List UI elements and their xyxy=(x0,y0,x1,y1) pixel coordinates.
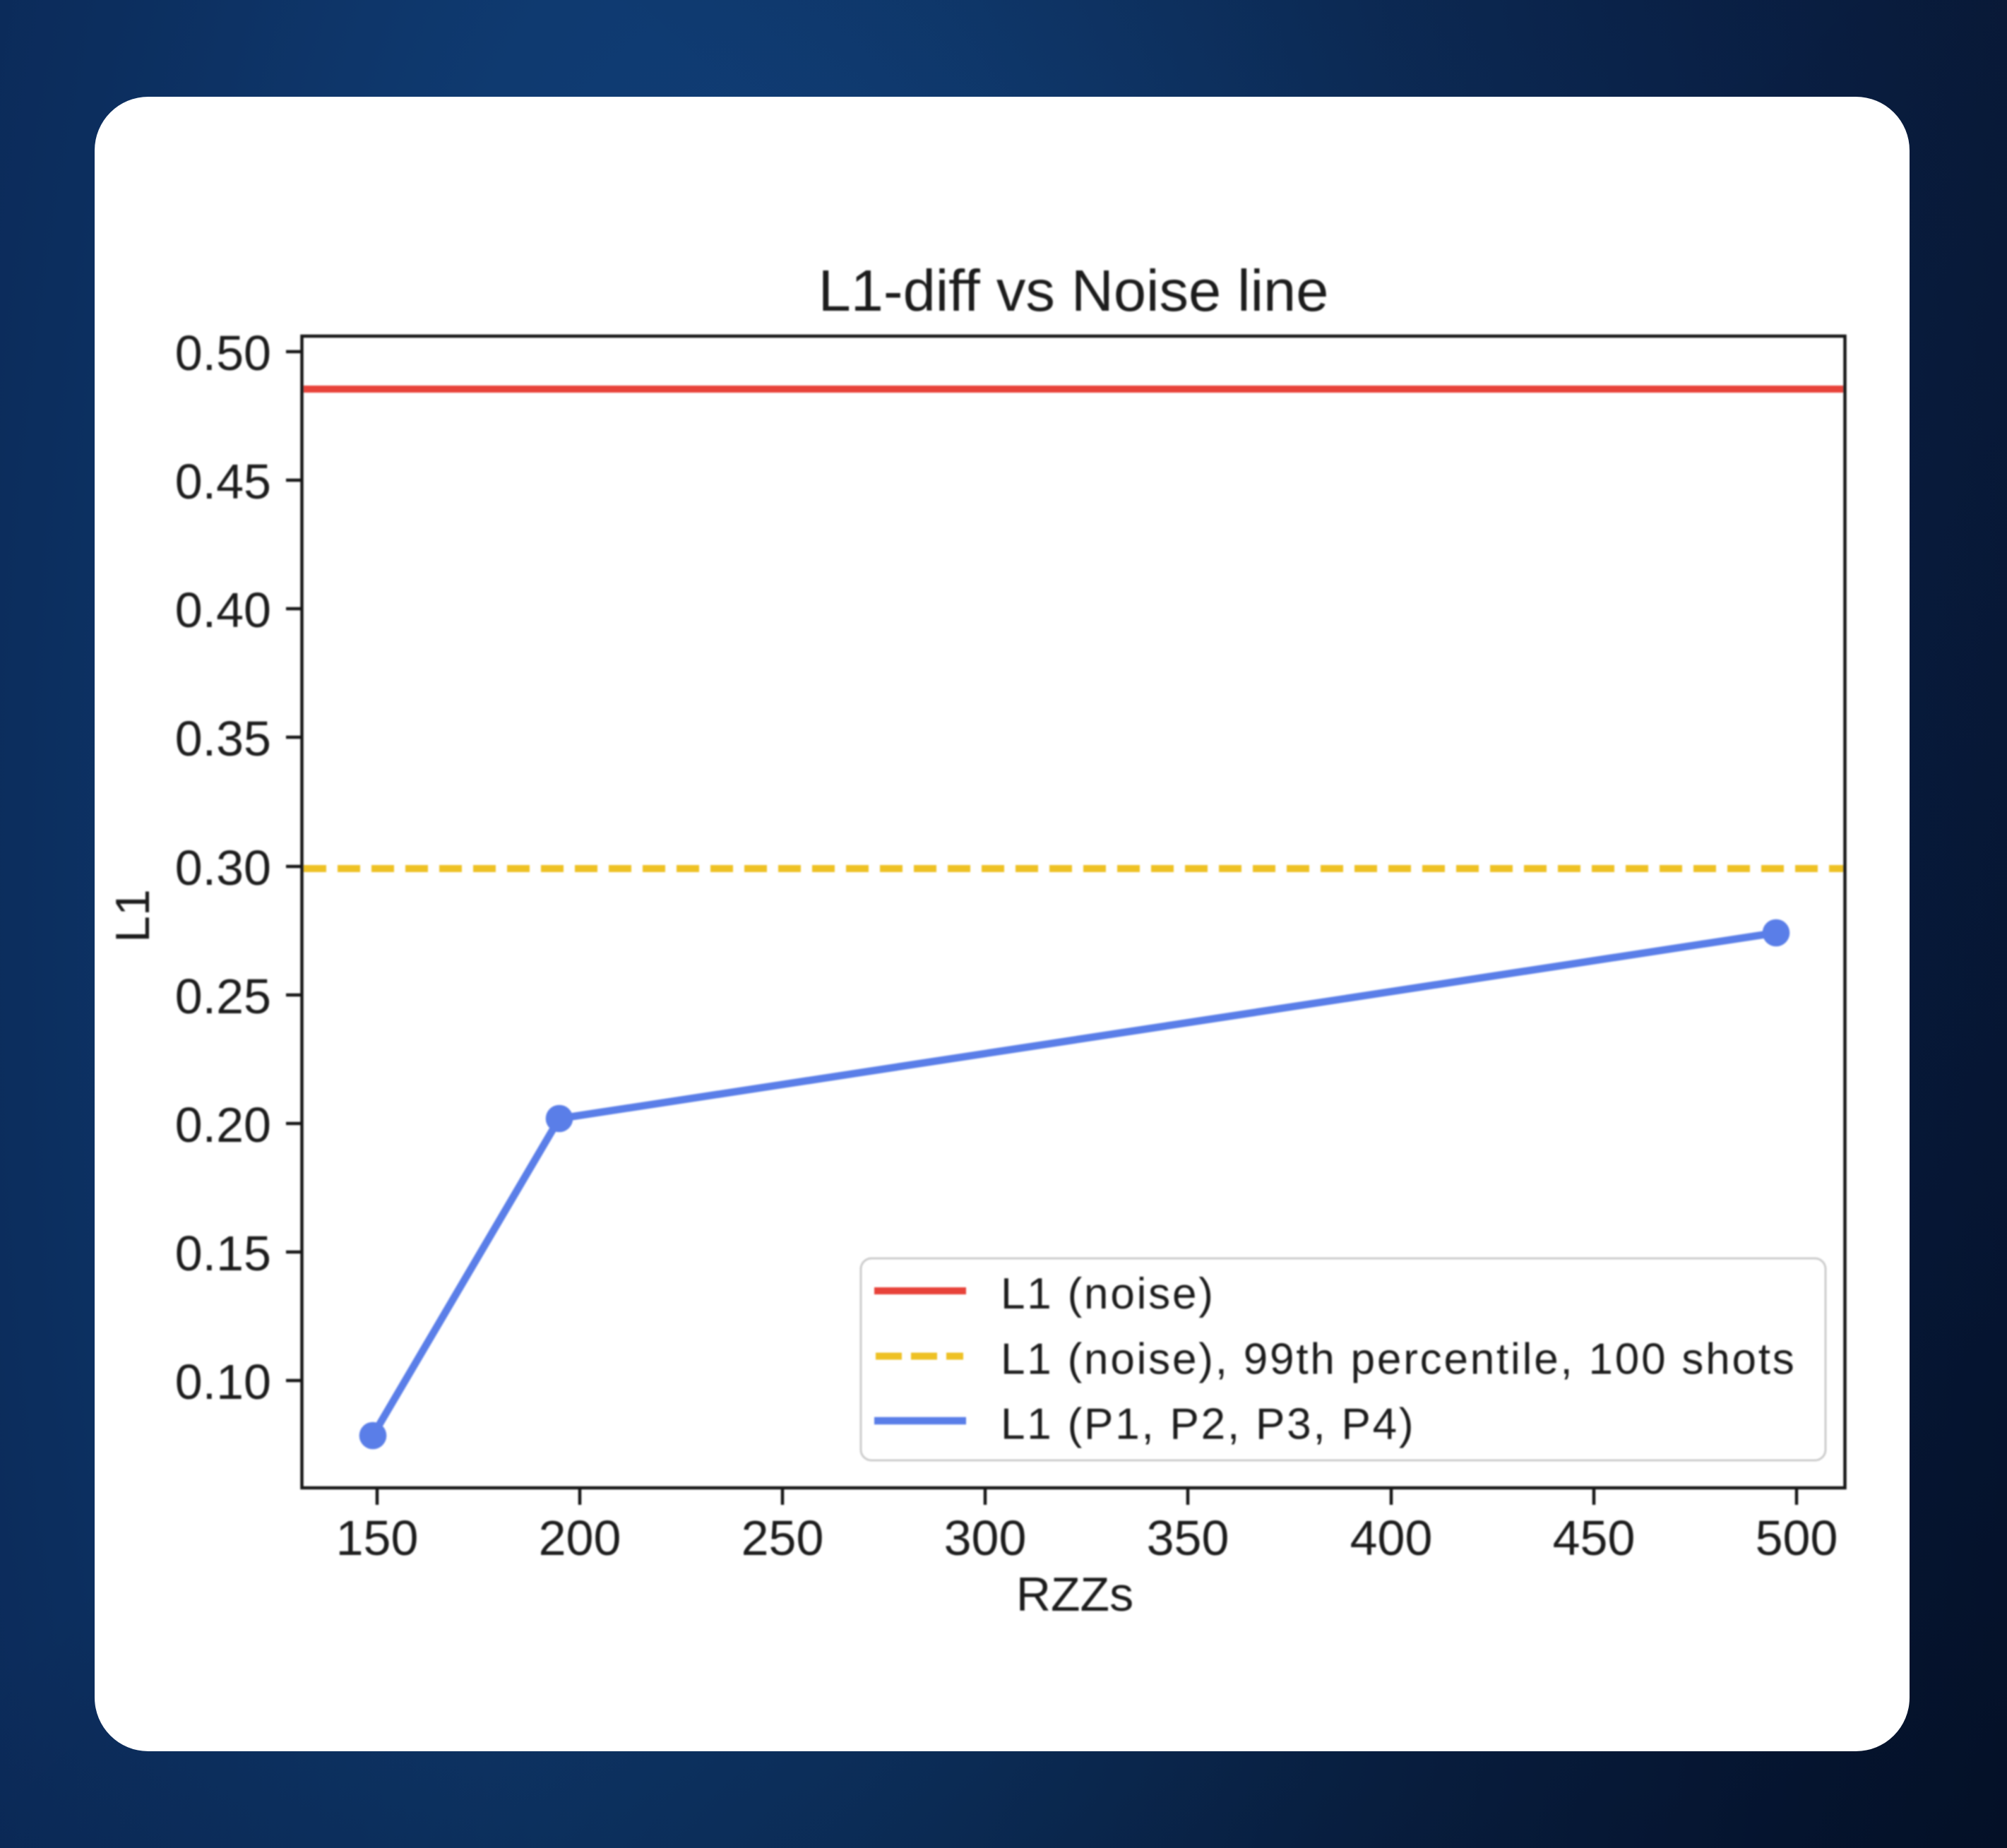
svg-text:200: 200 xyxy=(539,1510,621,1566)
svg-text:0.10: 0.10 xyxy=(175,1354,271,1409)
svg-text:RZZs: RZZs xyxy=(1016,1568,1133,1621)
svg-text:0.35: 0.35 xyxy=(175,711,271,766)
svg-text:L1 (noise), 99th percentile, 1: L1 (noise), 99th percentile, 100 shots xyxy=(1001,1335,1797,1384)
svg-text:0.15: 0.15 xyxy=(175,1226,271,1281)
svg-text:350: 350 xyxy=(1147,1510,1229,1566)
svg-text:0.40: 0.40 xyxy=(175,583,271,638)
svg-text:0.45: 0.45 xyxy=(175,454,271,509)
svg-text:L1-diff vs Noise line: L1-diff vs Noise line xyxy=(818,258,1329,323)
svg-text:L1: L1 xyxy=(106,889,160,943)
svg-text:0.25: 0.25 xyxy=(175,969,271,1024)
svg-text:150: 150 xyxy=(336,1510,419,1566)
svg-text:0.20: 0.20 xyxy=(175,1097,271,1152)
svg-text:500: 500 xyxy=(1756,1510,1838,1566)
svg-text:0.50: 0.50 xyxy=(175,326,271,381)
svg-text:450: 450 xyxy=(1553,1510,1636,1566)
svg-text:300: 300 xyxy=(944,1510,1027,1566)
svg-text:400: 400 xyxy=(1350,1510,1433,1566)
svg-text:L1 (P1, P2, P3, P4): L1 (P1, P2, P3, P4) xyxy=(1001,1400,1415,1449)
svg-text:250: 250 xyxy=(742,1510,824,1566)
svg-text:0.30: 0.30 xyxy=(175,840,271,895)
svg-text:L1 (noise): L1 (noise) xyxy=(1001,1270,1215,1318)
